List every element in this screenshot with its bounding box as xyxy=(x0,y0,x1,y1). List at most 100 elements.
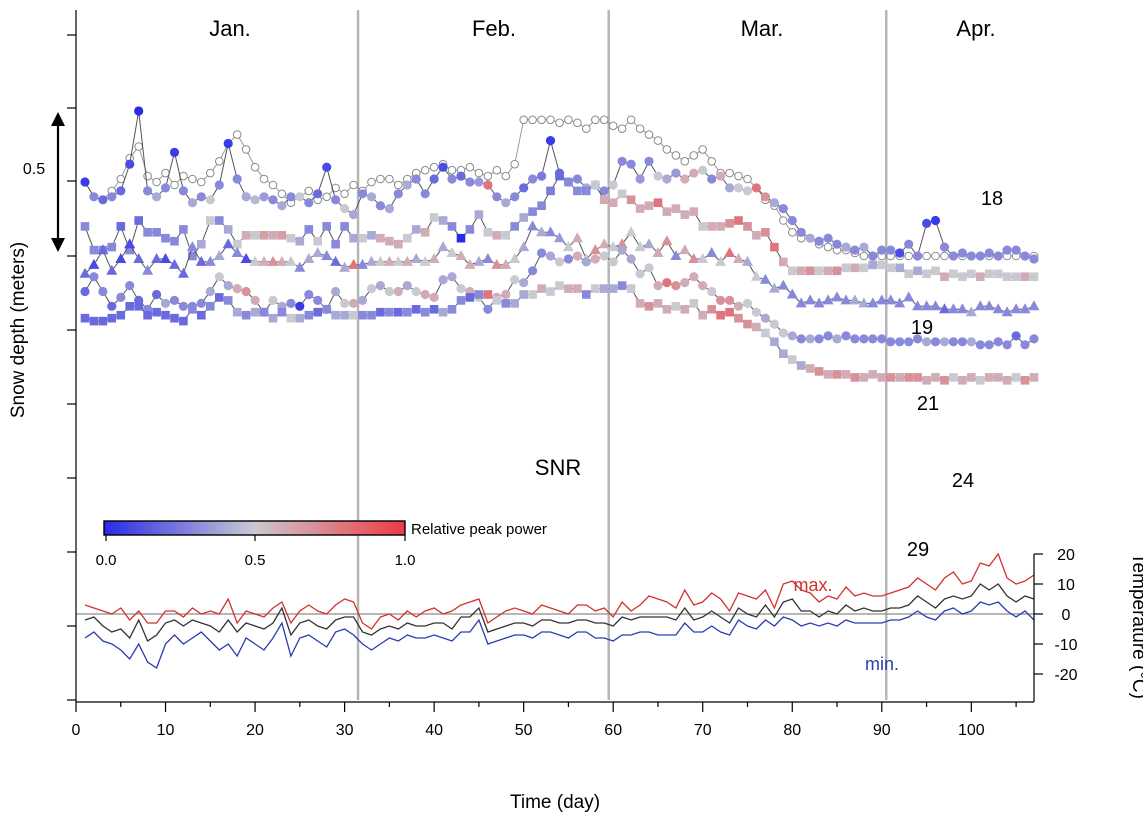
data-point xyxy=(617,281,627,290)
data-point xyxy=(411,286,421,297)
data-point xyxy=(537,248,547,258)
data-point xyxy=(1002,272,1012,281)
data-point xyxy=(501,198,511,208)
data-point xyxy=(635,204,645,213)
reference-point xyxy=(591,115,600,125)
reference-point xyxy=(599,115,609,125)
data-point xyxy=(689,207,699,216)
data-point xyxy=(392,255,404,266)
reference-point xyxy=(250,162,260,172)
data-point xyxy=(743,319,752,329)
data-point xyxy=(752,322,761,332)
data-point xyxy=(474,177,484,187)
data-point xyxy=(384,286,394,297)
data-point xyxy=(759,273,771,284)
data-point xyxy=(564,177,573,187)
data-point xyxy=(841,242,851,252)
data-point xyxy=(259,231,269,240)
data-point xyxy=(886,373,895,382)
data-point xyxy=(447,272,457,282)
data-point xyxy=(232,239,242,249)
data-point xyxy=(591,284,600,293)
reference-point xyxy=(143,171,152,181)
data-point xyxy=(357,295,368,305)
series-label: 19 xyxy=(911,317,933,339)
data-point xyxy=(922,376,931,385)
data-point xyxy=(554,232,565,243)
data-point xyxy=(349,310,358,320)
data-point xyxy=(393,189,403,199)
data-point xyxy=(877,373,887,382)
data-point xyxy=(948,251,959,261)
data-point xyxy=(510,192,520,202)
data-point xyxy=(984,340,994,350)
series-label: 24 xyxy=(952,470,974,492)
data-point xyxy=(849,294,861,305)
data-point xyxy=(993,373,1003,382)
x-tick-label: 100 xyxy=(958,722,985,739)
data-point xyxy=(734,216,743,225)
data-point xyxy=(689,299,699,308)
data-point xyxy=(913,266,922,276)
data-point xyxy=(1020,272,1030,281)
reference-point xyxy=(725,168,734,178)
data-point xyxy=(223,225,233,234)
data-point xyxy=(528,174,538,184)
data-point xyxy=(402,281,412,291)
data-point xyxy=(322,305,331,314)
reference-point xyxy=(931,251,940,261)
data-point xyxy=(474,290,484,299)
data-point xyxy=(222,238,234,249)
data-point xyxy=(958,272,967,281)
month-label: Mar. xyxy=(741,16,784,41)
x-tick-label: 90 xyxy=(873,722,891,739)
data-point xyxy=(213,250,225,260)
data-point xyxy=(492,296,502,305)
data-point xyxy=(187,198,197,208)
data-point xyxy=(125,281,135,291)
data-point xyxy=(1011,331,1021,341)
reference-point xyxy=(152,177,161,187)
data-point xyxy=(401,255,413,266)
data-point xyxy=(277,231,287,240)
data-point xyxy=(249,255,261,266)
data-point xyxy=(186,241,198,252)
data-point xyxy=(98,195,108,205)
data-point xyxy=(697,253,709,263)
reference-point xyxy=(904,251,914,261)
data-point xyxy=(823,266,833,276)
data-point xyxy=(653,281,663,291)
reference-point xyxy=(394,180,403,190)
temperature-panel: max. min. xyxy=(76,552,1035,674)
data-point xyxy=(868,334,878,344)
data-point xyxy=(438,307,448,317)
data-point xyxy=(689,168,699,178)
data-point xyxy=(823,370,833,379)
data-point xyxy=(671,302,681,311)
data-point xyxy=(80,313,90,323)
reference-point xyxy=(259,174,269,184)
data-point xyxy=(125,302,134,311)
data-point xyxy=(895,263,904,273)
reference-point xyxy=(662,145,672,154)
data-point xyxy=(867,297,879,308)
data-point xyxy=(240,253,252,263)
data-point xyxy=(770,337,779,347)
reference-point xyxy=(635,124,645,133)
data-point xyxy=(197,239,206,249)
data-point xyxy=(617,245,627,255)
data-point xyxy=(205,286,215,297)
data-point xyxy=(832,370,842,379)
data-point xyxy=(501,231,511,240)
series-label: 29 xyxy=(907,539,929,561)
data-point xyxy=(268,295,278,305)
reference-point xyxy=(331,183,340,193)
data-point xyxy=(903,291,915,302)
data-point xyxy=(241,231,251,240)
data-point xyxy=(652,247,664,257)
x-tick-label: 40 xyxy=(425,722,443,739)
data-point xyxy=(653,299,663,308)
data-point xyxy=(993,269,1003,279)
data-point xyxy=(671,204,681,213)
data-point xyxy=(608,180,618,190)
